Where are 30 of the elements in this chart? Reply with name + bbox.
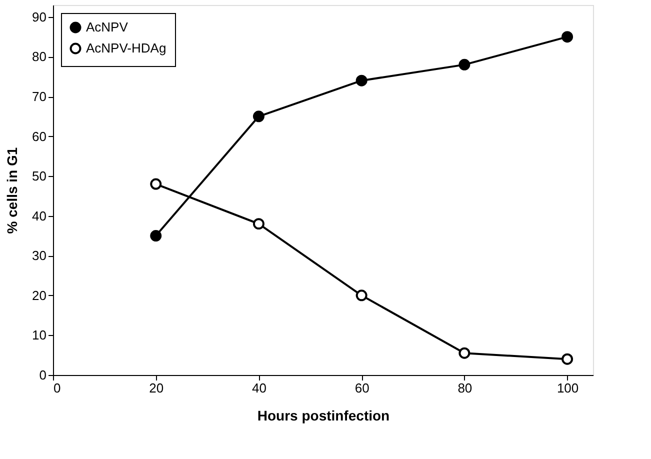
legend-label: AcNPV (86, 20, 128, 34)
point (458, 347, 470, 359)
x-tick-label: 0 (54, 380, 61, 396)
x-tick-label: 20 (149, 380, 164, 396)
y-tick-label: 0 (39, 368, 46, 382)
point (356, 74, 368, 86)
y-tick-label: 10 (32, 328, 46, 343)
point (356, 290, 368, 302)
y-tick-label: 60 (32, 128, 46, 144)
x-tick-label: 80 (458, 380, 472, 396)
y-tick-label: 90 (32, 9, 46, 24)
x-tick-label: 100 (556, 380, 579, 396)
x-tick-label: 60 (354, 380, 370, 396)
y-tick-label: 30 (32, 248, 46, 264)
point (458, 58, 470, 70)
y-axis-title: % cells in G1 (4, 147, 20, 234)
point (252, 218, 264, 230)
y-tick-label: 40 (32, 208, 46, 224)
legend-label: AcNPV-HDAg (86, 40, 166, 56)
point (150, 230, 162, 242)
x-tick-label: 40 (252, 380, 266, 396)
point (150, 178, 162, 190)
y-tick-label: 80 (32, 49, 46, 64)
point (562, 31, 574, 43)
x-axis-title: Hours postinfection (257, 408, 390, 424)
point (252, 110, 264, 122)
point (562, 353, 574, 365)
y-tick-label: 70 (32, 89, 46, 104)
y-tick-label: 20 (32, 288, 46, 303)
y-tick-label: 50 (32, 168, 46, 184)
